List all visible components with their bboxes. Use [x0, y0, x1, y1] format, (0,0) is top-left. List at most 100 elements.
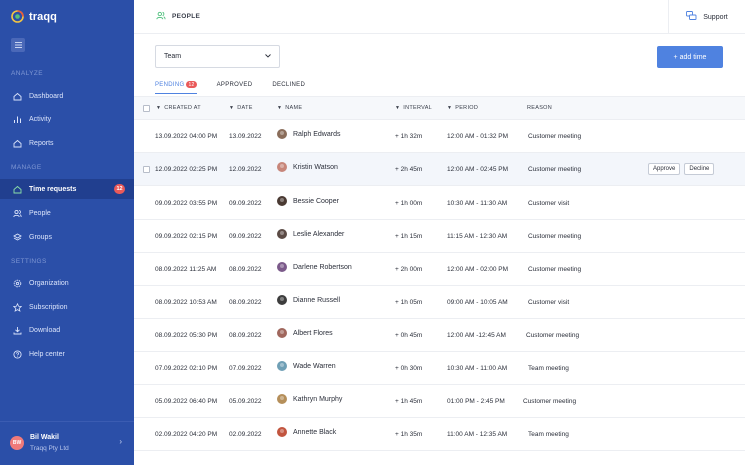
column-name[interactable]: ▼ NAME — [277, 105, 303, 111]
interval-cell: + 0h 30m — [395, 365, 423, 372]
reason-cell: Customer meeting — [528, 266, 582, 273]
time-requests-badge: 12 — [114, 184, 125, 194]
decline-button[interactable]: Decline — [684, 163, 715, 175]
table-row[interactable]: 08.09.2022 10:53 AM 08.09.2022 Dianne Russ… — [134, 286, 745, 319]
person-name: Annette Black — [293, 428, 337, 436]
sidebar-item-label: Groups — [29, 233, 52, 241]
name-cell[interactable]: Wade Warren — [277, 361, 336, 371]
pending-count-badge: 12 — [186, 81, 197, 88]
avatar — [277, 361, 287, 371]
table-row[interactable]: 07.09.2022 02:10 PM 07.09.2022 Wade Warren… — [134, 352, 745, 385]
name-cell[interactable]: Albert Flores — [277, 328, 333, 338]
section-title-analyze: ANALYZE — [11, 70, 43, 77]
sort-down-icon: ▼ — [277, 105, 283, 111]
sidebar-item-organization[interactable]: Organization — [0, 273, 134, 293]
user-profile[interactable]: BW Bil Wakil Traqq Pty Ltd › — [0, 421, 134, 465]
gear-icon — [13, 279, 22, 288]
tab-pending[interactable]: PENDING 12 — [155, 76, 197, 94]
team-select[interactable]: Team — [155, 45, 280, 68]
sort-down-icon: ▼ — [395, 105, 401, 111]
section-title-manage: MANAGE — [11, 164, 42, 171]
table-row[interactable]: 12.09.2022 02:25 PM 12.09.2022 Kristin Wat… — [134, 153, 745, 186]
brand[interactable]: traqq — [11, 10, 57, 23]
period-cell: 12:00 AM - 02:45 PM — [447, 166, 509, 173]
period-cell: 11:15 AM - 12:30 AM — [447, 233, 508, 240]
created-at-cell: 02.09.2022 04:20 PM — [155, 431, 218, 438]
tab-declined[interactable]: DECLINED — [272, 82, 306, 88]
brand-name: traqq — [29, 10, 57, 23]
sidebar: traqq ANALYZE Dashboard Activity Reports… — [0, 0, 134, 465]
status-tabs: PENDING 12 APPROVED DECLINED — [155, 76, 305, 96]
name-cell[interactable]: Bessie Cooper — [277, 196, 339, 206]
interval-cell: + 0h 45m — [395, 332, 423, 339]
sidebar-item-time-requests[interactable]: Time requests 12 — [0, 179, 134, 199]
people-icon — [13, 209, 22, 218]
table-row[interactable]: 08.09.2022 05:30 PM 08.09.2022 Albert Flor… — [134, 319, 745, 352]
avatar — [277, 394, 287, 404]
name-cell[interactable]: Ralph Edwards — [277, 129, 340, 139]
support-button[interactable]: Support — [668, 0, 745, 34]
chevron-right-icon[interactable]: › — [119, 437, 122, 446]
name-cell[interactable]: Annette Black — [277, 427, 336, 437]
sort-down-icon: ▼ — [447, 105, 453, 111]
approve-button[interactable]: Approve — [648, 163, 681, 175]
reason-cell: Customer meeting — [528, 233, 582, 240]
table-row[interactable]: 02.09.2022 04:20 PM 02.09.2022 Annette Bla… — [134, 418, 745, 451]
avatar — [277, 162, 287, 172]
date-cell: 02.09.2022 — [229, 431, 262, 438]
sidebar-item-help-center[interactable]: Help center — [0, 344, 134, 364]
select-all-checkbox[interactable] — [143, 105, 150, 112]
sidebar-item-people[interactable]: People — [0, 203, 134, 223]
name-cell[interactable]: Kristin Watson — [277, 162, 338, 172]
interval-cell: + 1h 32m — [395, 133, 423, 140]
column-period[interactable]: ▼ PERIOD — [447, 105, 479, 111]
table-row[interactable]: 08.09.2022 11:25 AM 08.09.2022 Darlene Rob… — [134, 253, 745, 286]
sort-down-icon: ▼ — [156, 105, 162, 111]
topbar: PEOPLE Support — [134, 0, 745, 34]
table-row[interactable]: 09.09.2022 02:15 PM 09.09.2022 Leslie Alex… — [134, 220, 745, 253]
date-cell: 08.09.2022 — [229, 299, 262, 306]
avatar: BW — [10, 436, 24, 450]
date-cell: 07.09.2022 — [229, 365, 262, 372]
sidebar-item-label: Reports — [29, 139, 54, 147]
sidebar-item-dashboard[interactable]: Dashboard — [0, 86, 134, 106]
date-cell: 08.09.2022 — [229, 332, 262, 339]
row-checkbox[interactable] — [143, 166, 150, 173]
period-cell: 12:00 AM - 02:00 PM — [447, 266, 509, 273]
reason-cell: Customer visit — [528, 299, 570, 306]
person-name: Kathryn Murphy — [293, 395, 343, 403]
interval-cell: + 2h 00m — [395, 266, 423, 273]
sidebar-item-reports[interactable]: Reports — [0, 133, 134, 153]
add-time-button[interactable]: + add time — [657, 46, 723, 68]
reason-cell: Customer meeting — [523, 398, 577, 405]
sidebar-item-activity[interactable]: Activity — [0, 109, 134, 129]
tab-approved[interactable]: APPROVED — [216, 82, 253, 88]
created-at-cell: 13.09.2022 04:00 PM — [155, 133, 218, 140]
collapse-sidebar-button[interactable] — [11, 38, 25, 52]
sidebar-item-label: Organization — [29, 279, 69, 287]
sidebar-item-subscription[interactable]: Subscription — [0, 297, 134, 317]
name-cell[interactable]: Darlene Robertson — [277, 262, 352, 272]
column-interval[interactable]: ▼ INTERVAL — [395, 105, 433, 111]
menu-icon — [14, 42, 22, 48]
person-name: Dianne Russell — [293, 296, 341, 304]
period-cell: 01:00 PM - 2:45 PM — [447, 398, 505, 405]
column-date[interactable]: ▼ DATE — [229, 105, 253, 111]
name-cell[interactable]: Leslie Alexander — [277, 229, 344, 239]
sidebar-item-download[interactable]: Download — [0, 320, 134, 340]
created-at-cell: 08.09.2022 10:53 AM — [155, 299, 217, 306]
person-name: Darlene Robertson — [293, 263, 352, 271]
table-row[interactable]: 09.09.2022 03:55 PM 09.09.2022 Bessie Coop… — [134, 187, 745, 220]
sidebar-item-groups[interactable]: Groups — [0, 227, 134, 247]
name-cell[interactable]: Kathryn Murphy — [277, 394, 342, 404]
column-created-at[interactable]: ▼ CREATED AT — [156, 105, 201, 111]
reason-cell: Customer meeting — [528, 133, 582, 140]
table-row[interactable]: 05.09.2022 06:40 PM 05.09.2022 Kathryn Mur… — [134, 385, 745, 418]
created-at-cell: 12.09.2022 02:25 PM — [155, 166, 218, 173]
avatar — [277, 427, 287, 437]
home-icon — [13, 139, 22, 148]
table-row[interactable]: 13.09.2022 04:00 PM 13.09.2022 Ralph Edwar… — [134, 120, 745, 153]
name-cell[interactable]: Dianne Russell — [277, 295, 340, 305]
avatar — [277, 196, 287, 206]
reason-cell: Customer visit — [528, 200, 570, 207]
